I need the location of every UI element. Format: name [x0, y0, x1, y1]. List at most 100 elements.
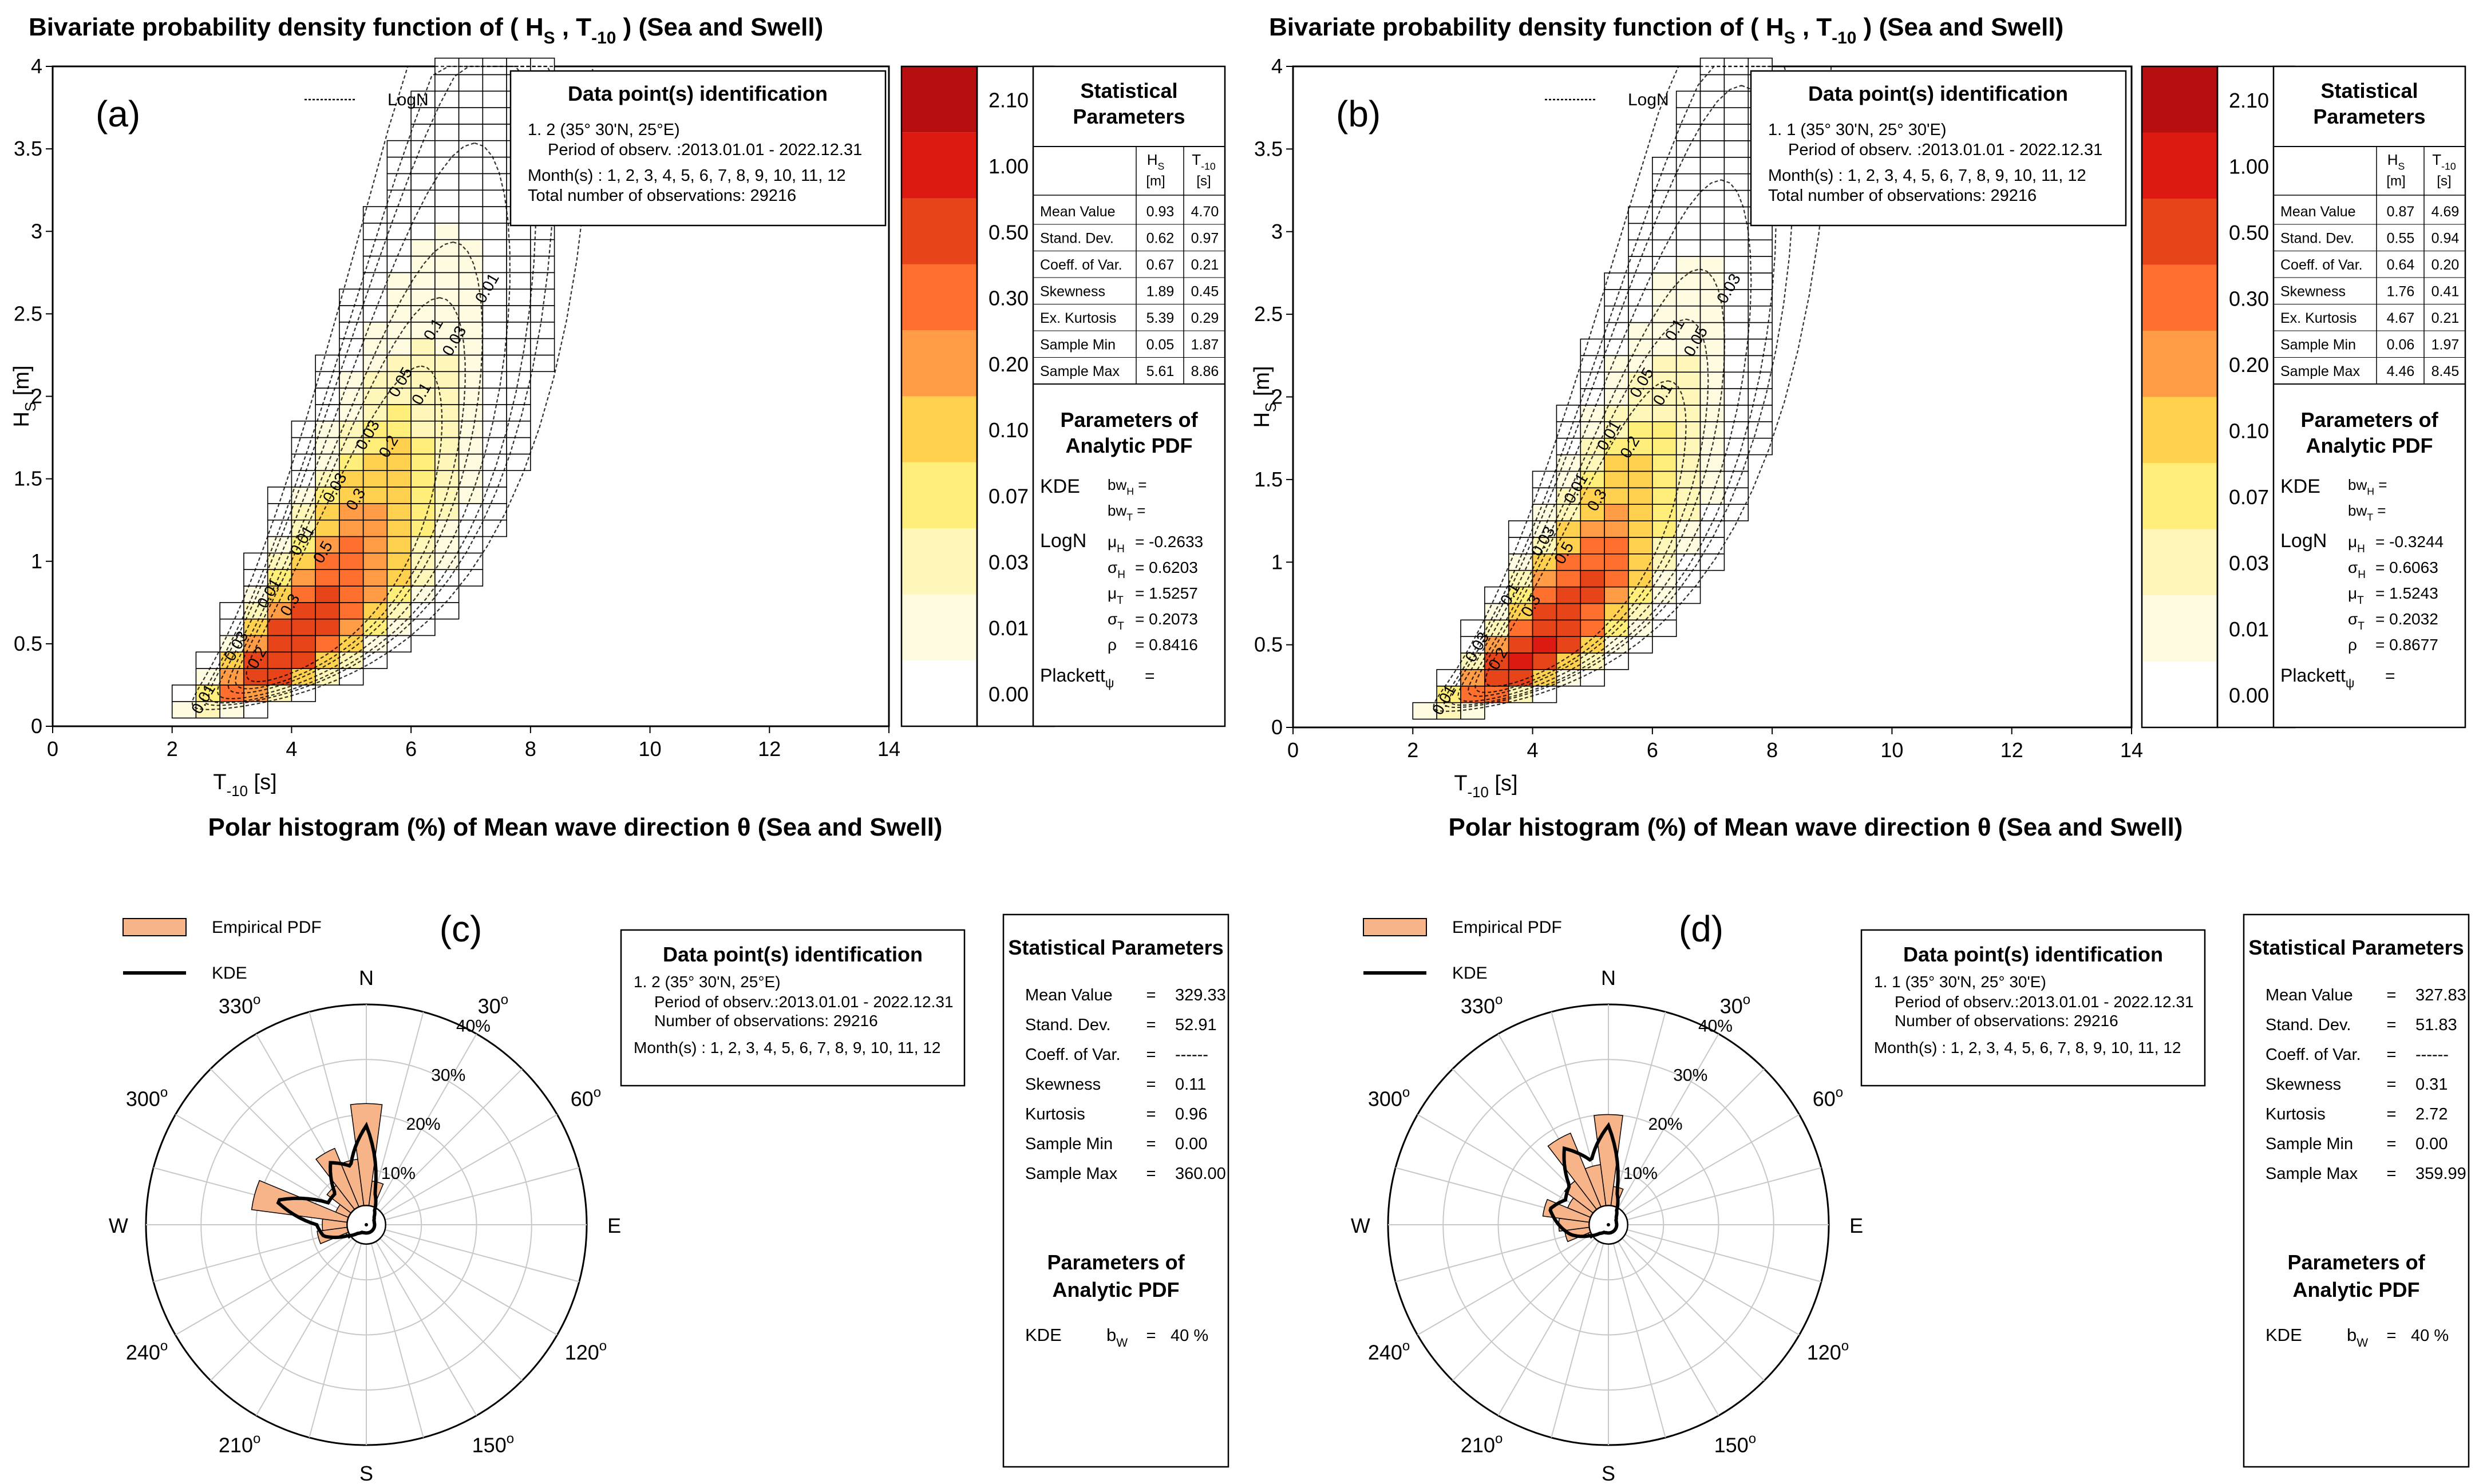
colorbar: 0.00 0.01 0.03 0.07 0.10 0.20 0.30 0.50 1.00 2.10 [900, 65, 1055, 727]
histogram-cell [1723, 305, 1749, 323]
direction-label-N: N [1601, 966, 1616, 990]
histogram-cell [458, 272, 484, 290]
degree-mark: o [1495, 1431, 1503, 1446]
histogram-cell [219, 602, 244, 620]
histogram-cell [1652, 586, 1677, 604]
histogram-cell [482, 173, 507, 191]
text-span: H [2358, 569, 2366, 581]
histogram-cell [1628, 355, 1653, 373]
text-span: W [1116, 1336, 1128, 1350]
analytic-method: LogN [2280, 530, 2327, 552]
colorbar-label: 0.10 [989, 418, 1029, 442]
x-tick-label: 0 [47, 737, 58, 761]
stat-equals: = [2387, 1075, 2397, 1094]
identification-line: 1. 1 (35° 30'N, 25° 30'E) [1874, 973, 2046, 991]
text-span: σ [2348, 610, 2358, 628]
stat-equals: = [2387, 1327, 2397, 1345]
histogram-cell [1532, 569, 1557, 588]
histogram-cell [386, 338, 412, 356]
stat-equals: = [1146, 1105, 1156, 1123]
histogram-cell [1556, 421, 1582, 439]
histogram-cell [1580, 537, 1605, 555]
stat-value: 5.39 [1146, 310, 1175, 326]
y-tick-label: 3 [31, 219, 42, 243]
histogram-cell [1723, 405, 1749, 422]
analytic-method: LogN [1040, 530, 1086, 552]
histogram-cell [410, 437, 436, 455]
histogram-cell [1723, 256, 1749, 274]
param-symbol: σH [2348, 559, 2366, 581]
histogram-cell [434, 74, 460, 92]
histogram-cell [1675, 173, 1701, 191]
stat-value: 0.31 [2415, 1075, 2448, 1094]
histogram-cell [1580, 603, 1605, 621]
text-span: σ [1108, 610, 1117, 628]
colorbar-label: 0.00 [2229, 683, 2269, 707]
grid-spoke [371, 1069, 523, 1220]
identification-line: Total number of observations: 29216 [1768, 187, 2037, 205]
histogram-cell [243, 701, 268, 719]
x-axis-label: T-10 [s] [213, 770, 276, 800]
histogram-cell [291, 585, 316, 603]
degree-mark: o [1836, 1085, 1843, 1101]
histogram-cell [1652, 157, 1677, 175]
grid-spoke [210, 1230, 361, 1381]
identification-frame [1860, 929, 2206, 1087]
stat-value: 0.87 [2387, 204, 2415, 220]
histogram-cell [1628, 239, 1653, 257]
histogram-cell [1604, 470, 1629, 489]
histogram-cell [506, 420, 531, 438]
histogram-cell [1484, 669, 1509, 687]
histogram-cell [1699, 124, 1725, 141]
identification-line: Period of observ. :2013.01.01 - 2022.12.… [1788, 141, 2102, 159]
histogram-cell [434, 420, 460, 438]
histogram-cell [362, 519, 388, 537]
grid-spoke [175, 1228, 359, 1336]
colorbar-label: 0.01 [2229, 618, 2269, 641]
identification-line: Month(s) : 1, 2, 3, 4, 5, 6, 7, 8, 9, 10… [1874, 1039, 2181, 1056]
histogram-cell [434, 107, 460, 125]
angle-value: 210 [219, 1433, 253, 1457]
stat-label: Coeff. of Var. [2280, 257, 2363, 273]
angle-label: 60o [1813, 1085, 1843, 1111]
stat-equals: = [1146, 1165, 1156, 1183]
histogram-cell [1652, 189, 1677, 208]
colorbar-swatch [902, 396, 977, 462]
histogram-cell [1723, 157, 1749, 175]
grid-spoke [1615, 1114, 1800, 1221]
param-symbol: σT [1108, 610, 1124, 632]
legend-logn-label: LogN [388, 90, 429, 109]
histogram-cell [1699, 107, 1725, 125]
histogram-cell [1747, 388, 1773, 406]
histogram-cell [386, 503, 412, 521]
stat-equals: = [1146, 1016, 1156, 1034]
stat-label: Skewness [1040, 284, 1105, 300]
identification-line: Month(s) : 1, 2, 3, 4, 5, 6, 7, 8, 9, 10… [634, 1039, 940, 1056]
histogram-cell [410, 404, 436, 422]
histogram-cell [339, 569, 364, 587]
identification-line: 1. 2 (35° 30'N, 25°E) [634, 973, 781, 991]
histogram-cell [530, 321, 555, 339]
statistics-title: Statistical [1080, 79, 1177, 102]
histogram-cell [482, 223, 507, 240]
histogram-cell [1699, 454, 1725, 472]
text-span: H [2367, 485, 2374, 497]
radial-label: 40% [1698, 1017, 1733, 1036]
identification-line: Period of observ.:2013.01.01 - 2022.12.3… [1895, 993, 2194, 1011]
bivariate-panel-a: Bivariate probability density function o… [10, 13, 1226, 800]
histogram-cell [386, 305, 412, 323]
angle-label: 240o [126, 1338, 168, 1364]
histogram-cell [1628, 470, 1653, 489]
histogram-cell [410, 305, 436, 323]
histogram-cell [482, 239, 507, 257]
histogram-cell [410, 272, 436, 290]
degree-mark: o [253, 992, 260, 1008]
contour-line [191, 65, 594, 710]
angle-label: 210o [1461, 1431, 1503, 1457]
y-tick-label: 0.5 [14, 632, 42, 655]
text-span: T [1126, 511, 1133, 523]
histogram-cell [362, 453, 388, 472]
identification-line: 1. 2 (35° 30'N, 25°E) [528, 121, 680, 139]
histogram-cell [1723, 437, 1749, 456]
angle-value: 240 [126, 1340, 160, 1364]
